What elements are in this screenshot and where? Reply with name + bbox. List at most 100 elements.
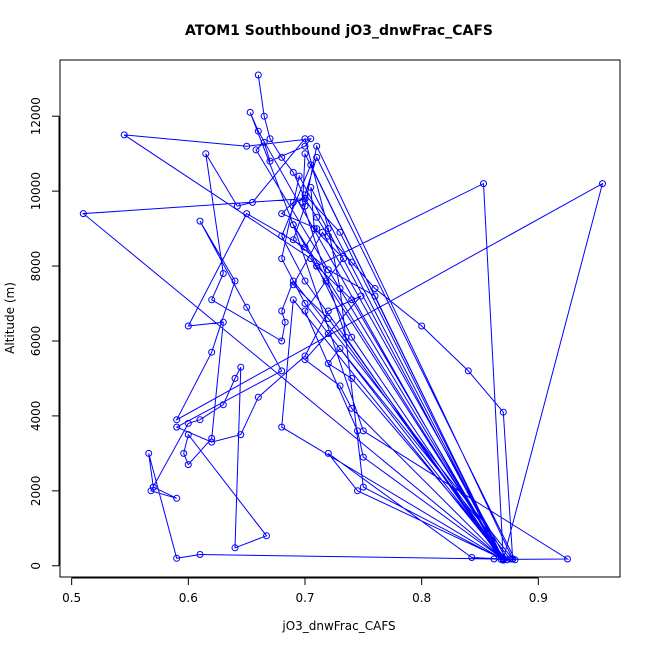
data-point <box>196 217 204 225</box>
data-point <box>231 544 239 552</box>
x-tick-label: 0.6 <box>179 591 198 605</box>
data-point <box>289 168 297 176</box>
y-tick-label: 10000 <box>29 172 43 210</box>
data-point <box>301 135 309 143</box>
data-point <box>480 180 487 188</box>
data-point <box>301 195 309 203</box>
data-point <box>208 296 216 304</box>
data-point <box>219 318 227 326</box>
data-point <box>301 300 309 307</box>
data-point <box>301 277 309 285</box>
data-point <box>301 356 309 364</box>
data-point <box>184 431 192 439</box>
data-point <box>336 382 344 390</box>
x-tick-label: 0.7 <box>295 591 314 605</box>
data-point <box>231 277 239 285</box>
data-point <box>324 266 332 274</box>
data-point <box>301 243 309 251</box>
data-point <box>173 416 181 424</box>
data-point <box>249 198 256 206</box>
data-point <box>310 225 318 233</box>
data-point <box>359 453 367 461</box>
data-point <box>357 292 365 300</box>
data-point <box>278 153 286 161</box>
data-point <box>324 232 332 240</box>
data-point <box>313 225 321 233</box>
data-point <box>371 285 379 292</box>
data-point <box>301 352 309 360</box>
data-point <box>120 131 128 139</box>
data-point <box>418 322 426 330</box>
data-point <box>490 555 498 563</box>
data-point <box>231 374 239 382</box>
y-tick-label: 0 <box>29 562 43 570</box>
data-point <box>243 142 251 150</box>
data-point <box>307 255 315 263</box>
data-point <box>180 449 188 457</box>
data-point <box>254 393 262 401</box>
data-point <box>336 285 344 292</box>
data-point <box>301 202 309 210</box>
data-point <box>359 483 367 491</box>
data-point <box>289 277 297 285</box>
data-point <box>237 363 245 371</box>
data-point <box>219 401 227 409</box>
data-point <box>79 210 87 218</box>
data-point <box>509 555 517 563</box>
data-point <box>278 210 286 218</box>
series-line-0 <box>82 74 604 561</box>
data-point <box>219 270 227 277</box>
x-tick-label: 0.9 <box>529 591 548 605</box>
y-tick-label: 12000 <box>29 97 43 135</box>
data-point <box>324 449 332 457</box>
data-point <box>208 438 216 446</box>
data-point <box>348 333 356 341</box>
data-point <box>266 157 274 165</box>
data-point <box>295 172 303 180</box>
data-point <box>246 108 254 116</box>
data-point <box>196 416 204 424</box>
data-point <box>254 71 262 79</box>
data-point <box>301 150 309 158</box>
data-point <box>599 180 606 188</box>
data-point <box>278 367 286 375</box>
data-point <box>263 532 270 540</box>
plot-area <box>59 59 621 578</box>
x-axis-label: jO3_dnwFrac_CAFS <box>281 619 395 633</box>
data-point <box>324 360 332 367</box>
data-point <box>336 228 344 236</box>
x-tick-label: 0.8 <box>412 591 431 605</box>
data-point <box>324 225 332 233</box>
data-point <box>464 367 472 375</box>
y-tick-label: 2000 <box>29 476 43 507</box>
data-point <box>307 161 315 169</box>
data-point <box>147 487 155 495</box>
data-point <box>354 427 361 435</box>
data-point <box>196 551 204 558</box>
data-point <box>313 142 321 150</box>
data-point <box>278 337 286 345</box>
data-point <box>202 150 210 158</box>
data-point <box>252 146 260 154</box>
data-point <box>145 449 153 457</box>
data-point <box>289 296 297 304</box>
data-point <box>278 255 286 263</box>
data-point <box>324 315 332 322</box>
data-point <box>499 556 507 564</box>
data-point <box>208 434 216 442</box>
data-point <box>506 555 514 563</box>
data-point <box>281 318 289 326</box>
data-point <box>260 138 268 146</box>
data-point <box>184 461 192 469</box>
data-point <box>260 112 268 120</box>
data-point <box>173 554 181 562</box>
data-point <box>301 142 309 150</box>
data-point <box>468 554 476 561</box>
data-point <box>233 202 241 210</box>
data-point <box>149 483 157 491</box>
data-point <box>184 419 192 427</box>
data-point <box>313 213 321 221</box>
data-point <box>301 307 309 315</box>
chart-title: ATOM1 Southbound jO3_dnwFrac_CAFS <box>185 23 493 39</box>
